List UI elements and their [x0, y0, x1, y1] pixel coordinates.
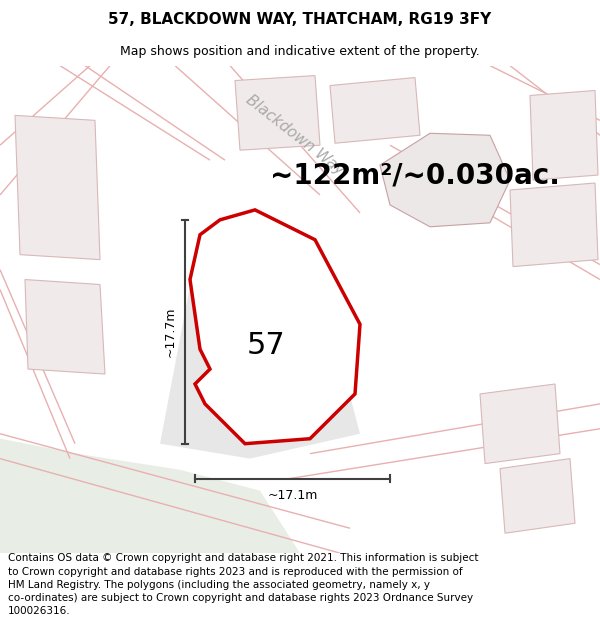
Polygon shape — [190, 210, 360, 444]
Text: 57: 57 — [247, 331, 285, 360]
Text: ~17.7m: ~17.7m — [164, 306, 177, 357]
Text: ~17.1m: ~17.1m — [268, 489, 317, 502]
Polygon shape — [330, 78, 420, 143]
Text: ~122m²/~0.030ac.: ~122m²/~0.030ac. — [270, 161, 560, 189]
Polygon shape — [235, 76, 320, 150]
Polygon shape — [500, 459, 575, 533]
Polygon shape — [380, 133, 510, 227]
Text: Map shows position and indicative extent of the property.: Map shows position and indicative extent… — [120, 45, 480, 58]
Text: Contains OS data © Crown copyright and database right 2021. This information is : Contains OS data © Crown copyright and d… — [8, 553, 478, 616]
Polygon shape — [25, 279, 105, 374]
Polygon shape — [15, 116, 100, 259]
Polygon shape — [480, 384, 560, 464]
Polygon shape — [160, 245, 360, 459]
Text: 57, BLACKDOWN WAY, THATCHAM, RG19 3FY: 57, BLACKDOWN WAY, THATCHAM, RG19 3FY — [109, 12, 491, 27]
Polygon shape — [510, 183, 598, 267]
Polygon shape — [0, 439, 300, 553]
Polygon shape — [530, 91, 598, 180]
Text: Blackdown Way: Blackdown Way — [243, 92, 347, 178]
